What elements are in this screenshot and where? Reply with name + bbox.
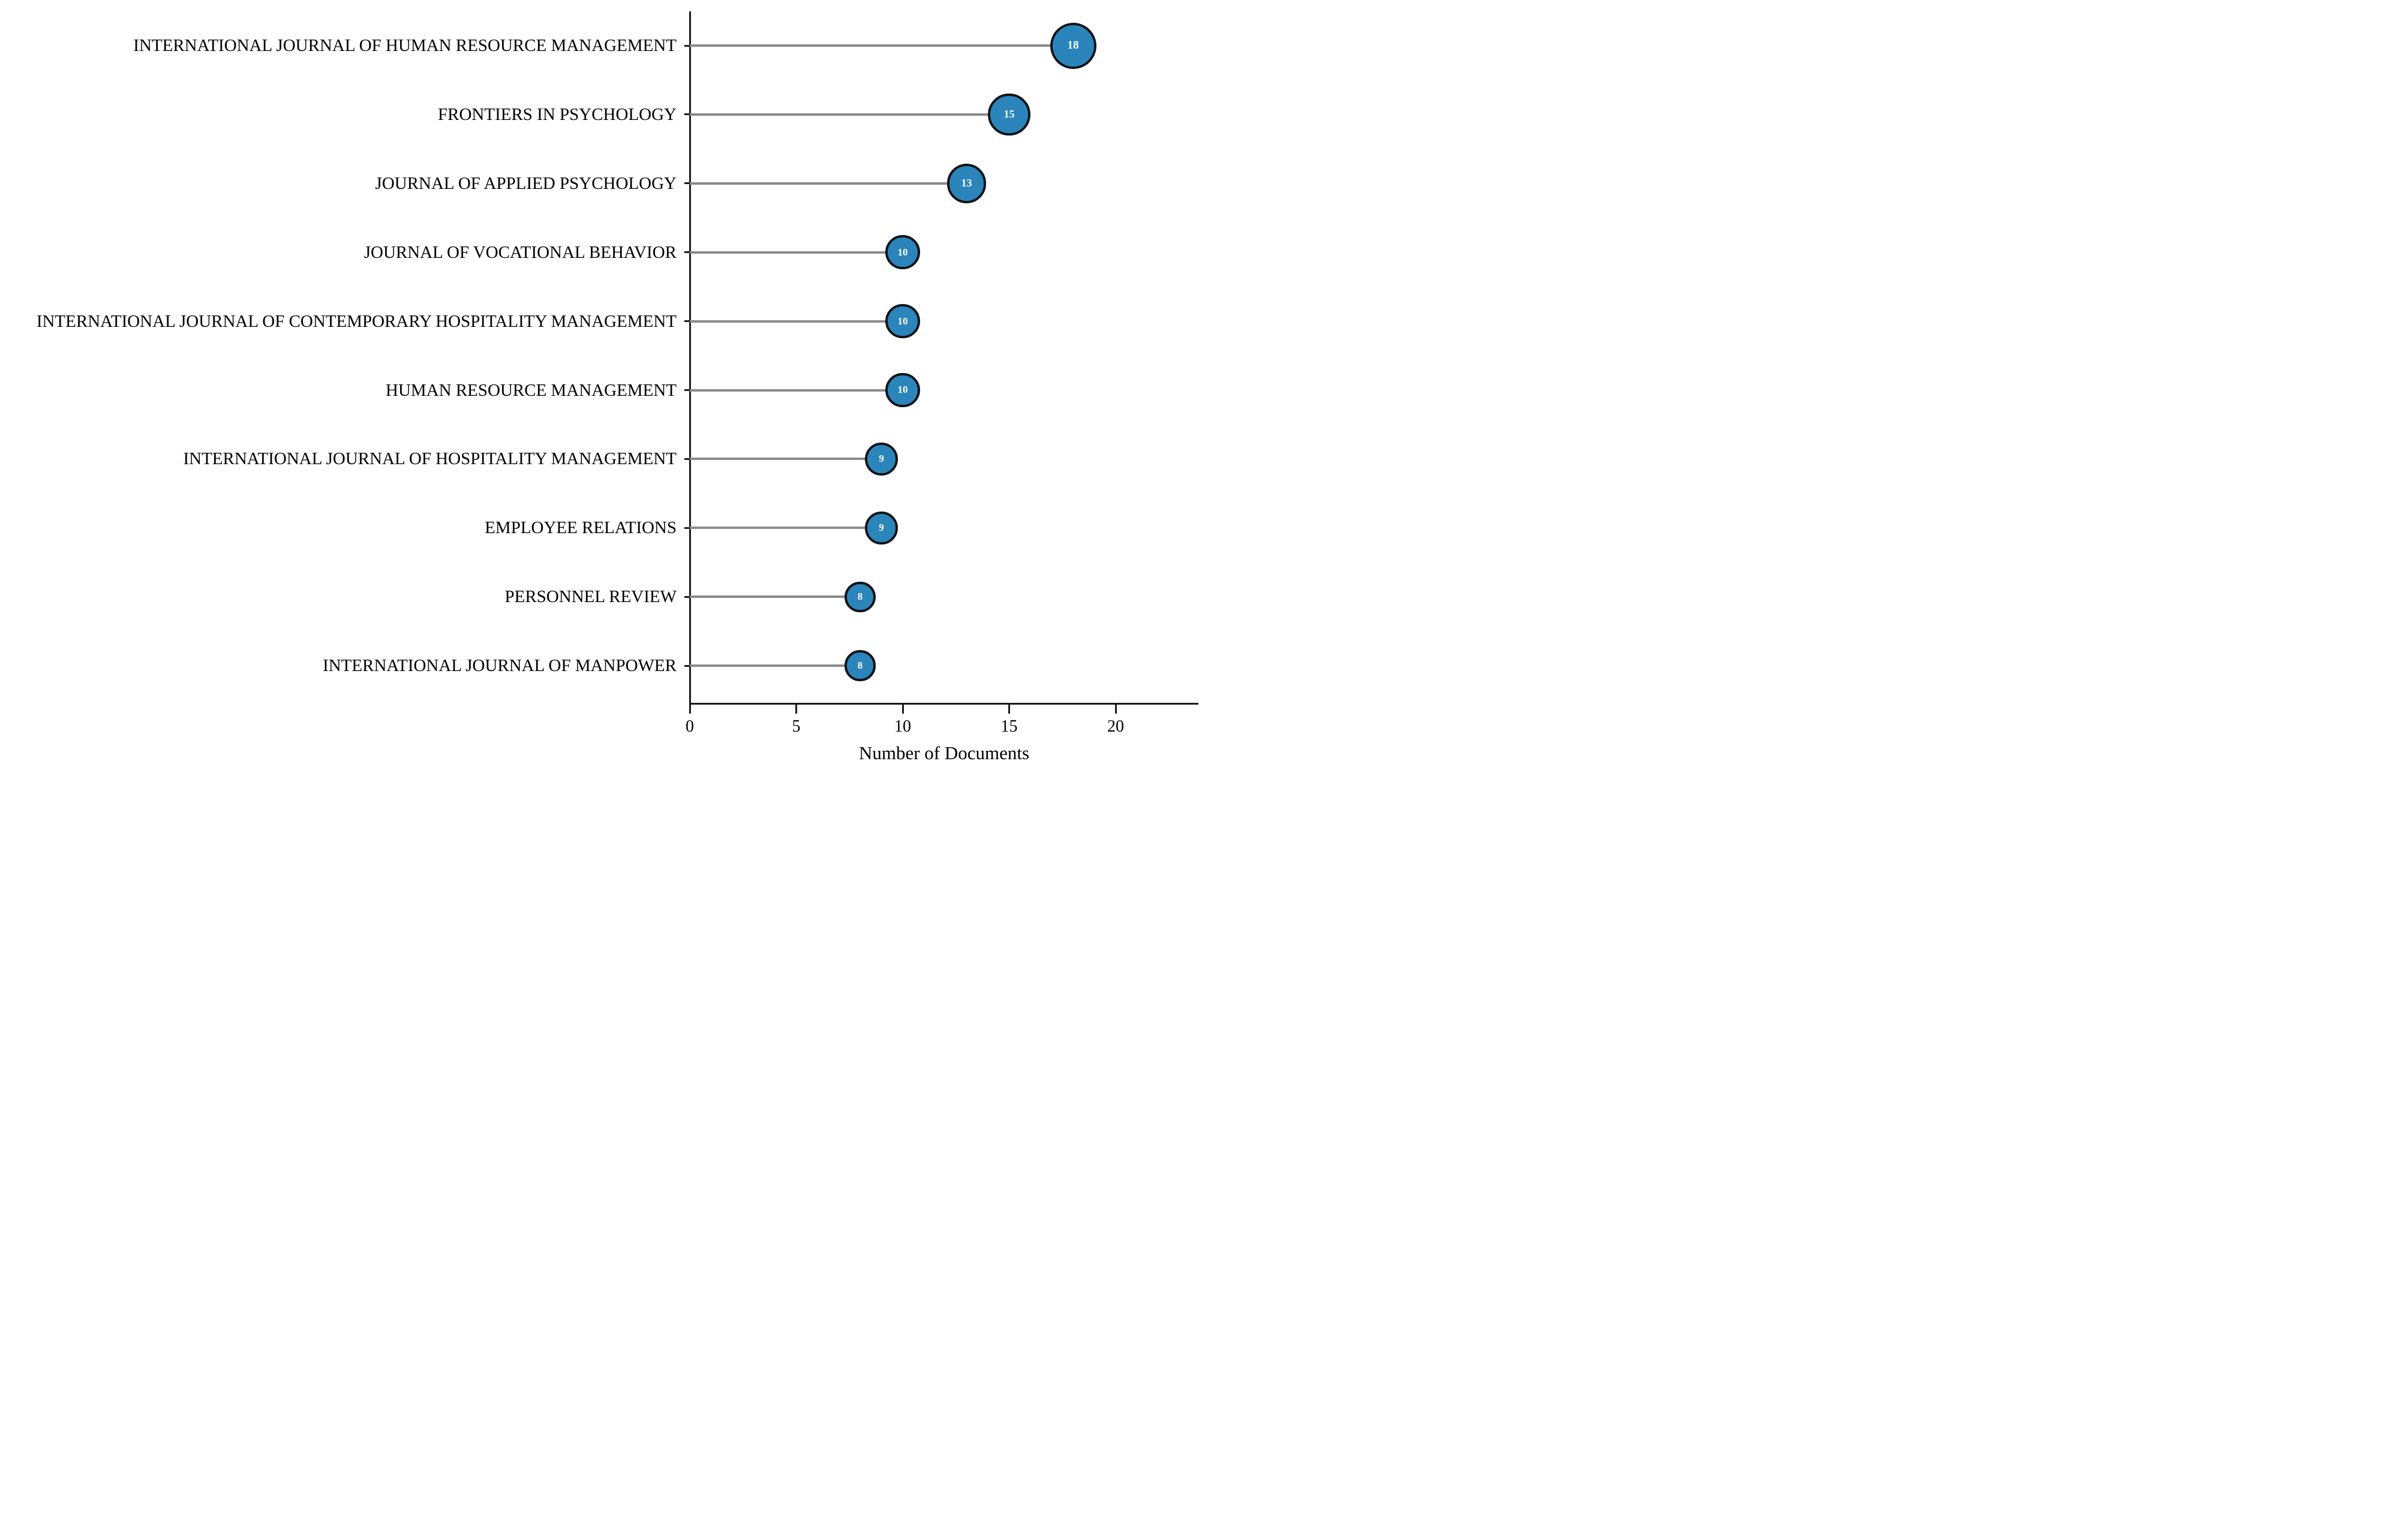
x-tick <box>689 705 691 714</box>
data-bubble: 8 <box>845 650 876 681</box>
x-tick-label: 15 <box>1000 717 1018 736</box>
bubble-value-label: 10 <box>897 246 908 258</box>
x-tick-label: 5 <box>792 717 801 736</box>
data-bubble: 9 <box>865 512 898 545</box>
data-bubble: 18 <box>1050 22 1096 69</box>
x-tick <box>1114 705 1117 714</box>
bubble-value-label: 10 <box>897 315 908 327</box>
x-tick-label: 10 <box>894 717 911 736</box>
data-bubble: 8 <box>845 581 876 612</box>
category-label: EMPLOYEE RELATIONS <box>485 518 677 538</box>
x-tick <box>902 705 904 714</box>
category-label: FRONTIERS IN PSYCHOLOGY <box>438 104 677 124</box>
x-tick-label: 0 <box>686 717 694 736</box>
bubble-value-label: 8 <box>857 591 863 603</box>
y-tick <box>684 664 690 667</box>
stem-line <box>690 44 1073 47</box>
stem-line <box>690 664 860 667</box>
y-tick <box>684 595 690 598</box>
data-bubble: 9 <box>865 443 898 476</box>
category-label: INTERNATIONAL JOURNAL OF HOSPITALITY MAN… <box>183 449 677 469</box>
stem-line <box>690 458 882 461</box>
x-tick <box>1008 705 1010 714</box>
y-tick <box>684 458 690 460</box>
bubble-value-label: 10 <box>897 384 908 396</box>
category-label: INTERNATIONAL JOURNAL OF CONTEMPORARY HO… <box>36 311 677 331</box>
y-axis-line <box>689 11 691 704</box>
category-label: INTERNATIONAL JOURNAL OF HUMAN RESOURCE … <box>133 36 677 55</box>
x-axis-title: Number of Documents <box>858 742 1030 763</box>
stem-line <box>690 527 882 530</box>
category-label: PERSONNEL REVIEW <box>504 587 677 607</box>
category-label: INTERNATIONAL JOURNAL OF MANPOWER <box>323 656 677 676</box>
stem-line <box>690 389 903 392</box>
stem-line <box>690 113 1009 116</box>
category-label: JOURNAL OF APPLIED PSYCHOLOGY <box>375 173 677 193</box>
y-tick <box>684 389 690 391</box>
category-label: HUMAN RESOURCE MANAGEMENT <box>386 380 677 400</box>
lollipop-chart: INTERNATIONAL JOURNAL OF HUMAN RESOURCE … <box>0 0 1202 770</box>
data-bubble: 10 <box>885 372 920 408</box>
y-tick <box>684 113 690 116</box>
bubble-value-label: 9 <box>879 453 884 465</box>
y-tick <box>684 527 690 529</box>
y-tick <box>684 182 690 185</box>
bubble-value-label: 9 <box>879 522 884 534</box>
bubble-value-label: 8 <box>857 660 863 672</box>
x-tick-label: 20 <box>1107 717 1124 736</box>
bubble-value-label: 18 <box>1067 39 1079 52</box>
stem-line <box>690 182 967 185</box>
category-label: JOURNAL OF VOCATIONAL BEHAVIOR <box>363 242 677 262</box>
y-tick <box>684 251 690 254</box>
y-tick <box>684 320 690 323</box>
data-bubble: 15 <box>988 93 1030 136</box>
bubble-value-label: 15 <box>1003 108 1015 121</box>
y-tick <box>684 44 690 47</box>
data-bubble: 10 <box>885 303 920 339</box>
data-bubble: 10 <box>885 235 920 270</box>
x-tick <box>795 705 797 714</box>
stem-line <box>690 251 903 254</box>
data-bubble: 13 <box>946 164 987 203</box>
bubble-value-label: 13 <box>961 177 972 190</box>
stem-line <box>690 595 860 598</box>
x-axis-line <box>689 703 1198 705</box>
stem-line <box>690 320 903 323</box>
